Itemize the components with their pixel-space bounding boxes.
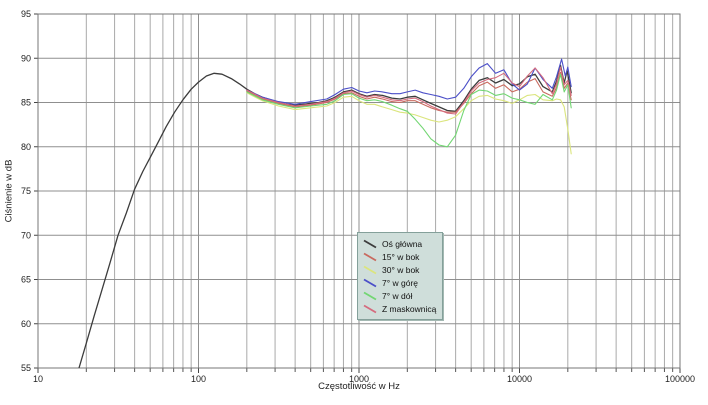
series-o-g-wna	[78, 64, 572, 368]
y-tick-label: 65	[21, 275, 31, 285]
legend-line-swatch-icon	[363, 304, 377, 313]
legend-line-swatch-icon	[363, 291, 377, 300]
x-tick-label: 100000	[665, 374, 695, 384]
y-tick-label: 95	[21, 9, 31, 19]
legend-item: 15° w bok	[363, 250, 436, 263]
x-tick-label: 10000	[507, 374, 532, 384]
x-axis-title: Częstotliwość w Hz	[318, 381, 400, 392]
y-tick-label: 60	[21, 319, 31, 329]
legend-item: Z maskownicą	[363, 302, 436, 315]
series-15-w-bok	[246, 71, 572, 113]
y-tick-label: 90	[21, 53, 31, 63]
x-tick-label: 100	[191, 374, 206, 384]
y-tick-label: 75	[21, 186, 31, 196]
legend-line-swatch-icon	[363, 252, 377, 261]
legend-label: 15° w bok	[382, 251, 420, 262]
y-tick-label: 70	[21, 230, 31, 240]
legend: Oś główna 15° w bok 30° w bok 7° w górę 7° w…	[357, 232, 444, 320]
y-tick-label: 85	[21, 98, 31, 108]
legend-line-swatch-icon	[363, 265, 377, 274]
legend-item: Oś główna	[363, 237, 436, 250]
y-axis-title: Ciśnienie w dB	[3, 159, 15, 223]
y-tick-labels: 55 60 65 70 75 80 85 90 95	[21, 9, 31, 373]
y-tick-label: 80	[21, 142, 31, 152]
legend-label: Oś główna	[382, 238, 423, 249]
legend-label: 7° w górę	[382, 277, 419, 288]
series-z-maskownic-	[246, 66, 572, 115]
series-7-w-d-	[246, 73, 572, 148]
legend-line-swatch-icon	[363, 278, 377, 287]
plot-border	[37, 13, 681, 369]
x-tick-label: 1000	[349, 374, 369, 384]
legend-label: 30° w bok	[382, 264, 420, 275]
x-tick-label: 10	[33, 374, 43, 384]
legend-item: 7° w dół	[363, 289, 436, 302]
series-7-w-g-r-	[246, 58, 572, 105]
legend-item: 30° w bok	[363, 263, 436, 276]
series-group	[78, 58, 572, 368]
y-tick-label: 55	[21, 363, 31, 373]
legend-line-swatch-icon	[363, 239, 377, 248]
x-tick-labels: 10 100 1000 10000 100000	[33, 374, 695, 384]
legend-item: 7° w górę	[363, 276, 436, 289]
legend-label: Z maskownicą	[382, 303, 437, 314]
legend-label: 7° w dół	[382, 290, 413, 301]
